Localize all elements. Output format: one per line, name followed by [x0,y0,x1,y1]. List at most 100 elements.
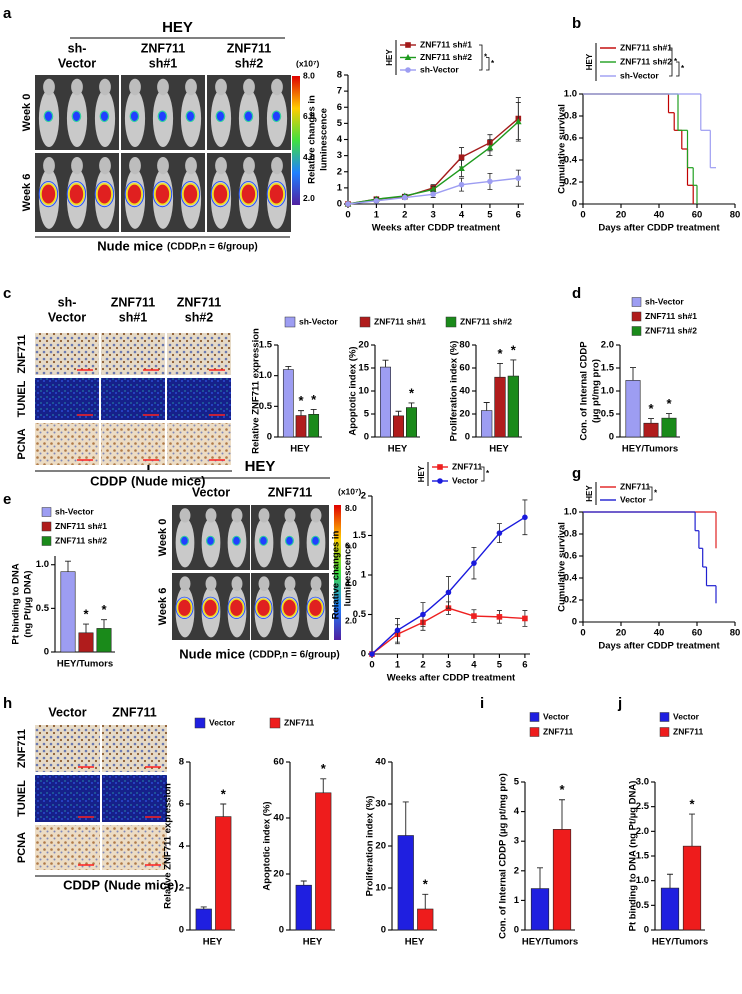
x-axis-title: Weeks after CDDP treatment [372,223,501,234]
x-tick-label: 40 [654,210,665,221]
category-label: HEY/Tumors [57,659,113,670]
marker [429,185,437,192]
bar [682,845,702,931]
error-bar [648,418,654,424]
legend-marker [404,54,412,60]
y-tick-label: 1.0 [564,89,577,100]
significance: * [648,401,654,416]
colorbar [334,505,341,640]
y-tick-label: 0.8 [564,529,577,540]
legend-label: ZNF711 [284,717,315,727]
error-bar [402,801,409,836]
row-label: Week 0 [157,519,169,557]
x-tick-label: 0 [580,628,585,639]
error-bar [537,867,543,889]
significance: * [423,877,429,892]
legend-label: sh-Vector [620,70,659,80]
bar [397,835,414,931]
error-bar [200,906,207,909]
y-tick-label: 0 [267,432,272,443]
y-axis-title: Apoptotic index (%) [348,346,359,435]
legend-label: ZNF711 [543,726,574,736]
y-tick-label: 0 [609,432,614,443]
y-tick-label: 4 [337,134,343,145]
x-tick-label: 3 [446,660,451,671]
y-tick-label: 20 [459,409,470,420]
error-bar [666,413,672,419]
image [207,153,291,232]
error-bar [510,359,517,377]
marker [515,118,522,125]
y-tick-label: 0.2 [564,177,577,188]
panel-label: h [3,695,12,712]
image [101,423,165,465]
bar [282,369,294,438]
x-tick-label: 40 [654,628,665,639]
row-label: TUNEL [16,780,28,817]
y-tick-label: 1.5 [353,530,367,541]
panel-title: HEY [245,458,276,475]
y-tick-label: 0 [514,925,519,936]
y-tick-label: 0 [572,199,577,210]
marker [522,514,528,521]
x-tick-label: 6 [522,660,527,671]
legend-label: ZNF711 sh#2 [620,56,672,66]
row-label: PCNA [16,832,28,863]
y-tick-label: 15 [358,363,369,374]
panel-label: c [3,285,11,302]
image [35,75,119,150]
image [35,775,100,822]
legend-title: HEY [585,53,594,70]
image [35,153,119,232]
legend-swatch [194,717,206,729]
image [102,825,167,870]
image [167,423,231,465]
significance: * [497,346,503,361]
y-tick-label: 6 [179,799,184,810]
marker [487,178,493,185]
x-tick-label: 2 [402,210,407,221]
y-tick-label: 1 [361,570,367,581]
y-tick-label: 20 [273,869,284,880]
y-axis-title: Proliferation index (%) [365,796,376,897]
significance: * [559,782,565,797]
significance-bracket [669,47,673,77]
y-tick-label: 0 [572,617,577,628]
column-label: ZNF711 [227,41,272,55]
y-tick-label: 1.0 [259,370,272,381]
x-tick-label: 60 [692,628,703,639]
image [35,725,100,772]
y-tick-label: 0.5 [636,900,650,911]
panel-label: d [572,285,581,302]
error-bar [408,402,415,408]
legend-swatch [659,712,670,722]
y-tick-label: 1.5 [601,363,615,374]
y-tick-label: 2 [361,491,366,502]
x-tick-label: 0 [369,660,374,671]
legend-label: Vector [543,711,570,721]
marker [401,194,408,201]
y-axis-title: Relative ZNF711 expression [251,328,262,454]
error-bar [310,408,317,415]
marker [458,181,465,188]
y-tick-label: 30 [375,799,386,810]
x-tick-label: 6 [516,210,521,221]
y-tick-label: 0.5 [259,401,273,412]
legend-title: HEY [417,465,426,482]
column-label: sh- [58,295,77,309]
significance: * [486,469,490,478]
legend-label: ZNF711 [620,481,651,491]
image [251,573,329,640]
significance: * [221,786,227,801]
y-axis-title: Proliferation index (%) [449,341,460,442]
y-tick-label: 1.0 [36,559,49,570]
legend-swatch [284,316,296,328]
y-tick-label: 2.5 [636,801,650,812]
column-label: Vector [58,56,96,70]
image [35,333,99,375]
column-label: Vector [192,485,230,499]
bar [530,888,550,931]
y-tick-label: 20 [358,340,369,351]
significance: * [321,761,327,776]
x-tick-label: 2 [420,660,425,671]
